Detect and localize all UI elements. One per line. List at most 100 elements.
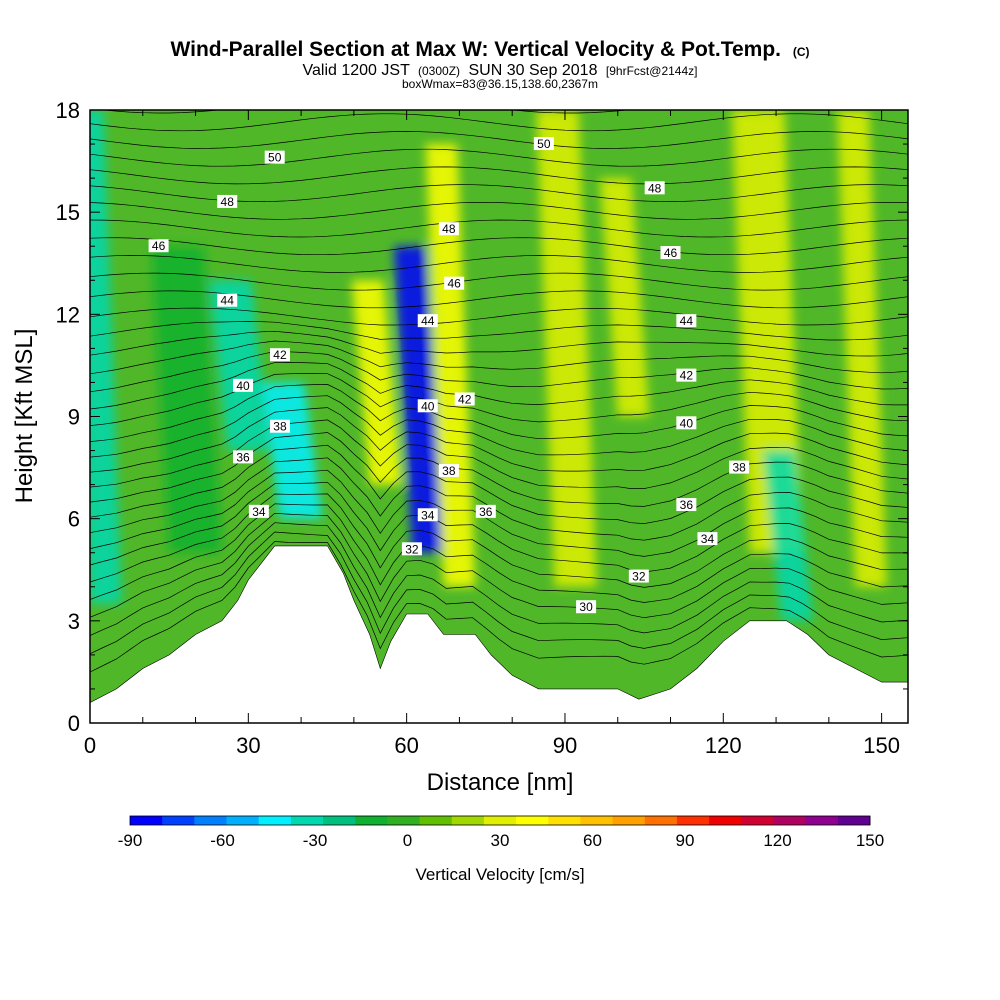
contour-label: 44 <box>676 314 697 328</box>
theta-contour-line <box>90 481 908 573</box>
theta-contour-line <box>90 131 908 149</box>
contour-label-text: 50 <box>268 151 282 165</box>
colorbar-frame <box>129 815 871 826</box>
colorbar-swatch <box>387 816 421 825</box>
colorbar-swatch <box>709 816 742 825</box>
velocity-band <box>837 110 887 587</box>
velocity-band <box>209 280 270 451</box>
contour-label-text: 34 <box>701 532 715 546</box>
contour-label: 42 <box>269 348 290 362</box>
colorbar-label: Vertical Velocity [cm/s] <box>415 865 584 884</box>
colorbar-tick-label: 30 <box>491 831 510 850</box>
colorbar-swatch <box>419 816 453 825</box>
contour-label: 40 <box>233 378 254 393</box>
contour-label: 34 <box>248 505 269 519</box>
x-tick-label: 30 <box>236 733 260 758</box>
y-tick-label: 9 <box>68 405 80 430</box>
contour-label-text: 38 <box>442 464 456 478</box>
plot-area: 50 48 46 44 42 40 38 36 34 48 46 44 42 40 38 36 34 32 50 48… <box>90 110 908 723</box>
theta-contour-line <box>90 321 908 341</box>
contour-label: 36 <box>233 450 254 464</box>
theta-contour-line <box>90 113 908 132</box>
contour-label: 36 <box>676 498 697 512</box>
contour-label-text: 36 <box>479 505 493 519</box>
contour-label-text: 42 <box>273 348 287 362</box>
contour-label: 32 <box>628 569 649 584</box>
contour-label: 30 <box>576 600 597 614</box>
contour-label-text: 50 <box>537 137 551 151</box>
colorbar-swatch <box>130 816 163 825</box>
y-tick-label: 15 <box>56 200 80 225</box>
theta-contour-line <box>90 457 908 541</box>
theta-contour-line <box>90 512 908 619</box>
contour-label: 34 <box>417 508 438 522</box>
x-tick-label: 0 <box>84 733 96 758</box>
theta-contour-line <box>90 351 908 393</box>
colorbar-tick-label: 0 <box>403 831 412 850</box>
velocity-band <box>731 110 803 553</box>
theta-contour-line <box>90 166 908 185</box>
contour-label: 46 <box>660 246 681 260</box>
contour-label: 40 <box>417 399 438 413</box>
contour-label: 50 <box>264 150 285 165</box>
title-mark: (C) <box>793 45 810 59</box>
colorbar-tick-label: -30 <box>303 831 328 850</box>
colorbar-swatch <box>837 816 871 825</box>
contour-label-text: 36 <box>680 498 694 512</box>
theta-contour-line <box>90 444 908 524</box>
theta-contour-line <box>90 503 908 603</box>
y-axis-label: Height [Kft MSL] <box>11 329 38 504</box>
contour-label: 48 <box>438 222 459 236</box>
contour-label-text: 32 <box>632 570 646 584</box>
contour-label: 48 <box>644 181 665 195</box>
contour-label: 32 <box>401 542 422 556</box>
colorbar-tick-label: 60 <box>583 831 602 850</box>
velocity-band <box>536 110 597 587</box>
velocity-band <box>425 144 476 587</box>
y-tick-label: 0 <box>68 711 80 736</box>
theta-contour-line <box>90 330 908 357</box>
theta-contour-line <box>90 531 908 655</box>
colorbar-tick-label: 90 <box>676 831 695 850</box>
contour-label-text: 40 <box>680 416 694 430</box>
colorbar-tick-label: 120 <box>763 831 791 850</box>
velocity-band <box>261 382 323 519</box>
y-tick-label: 6 <box>68 507 80 532</box>
colorbar-tick-label: -90 <box>118 831 143 850</box>
colorbar-swatch <box>162 816 195 825</box>
contour-label-text: 32 <box>405 542 419 556</box>
theta-contour-line <box>90 419 908 489</box>
velocity-band <box>599 178 650 417</box>
contour-label: 42 <box>676 368 697 383</box>
theta-contour-line <box>90 373 908 426</box>
contour-label: 38 <box>729 460 750 475</box>
contour-label: 50 <box>533 137 554 151</box>
contour-label: 34 <box>697 532 718 546</box>
y-tick-label: 3 <box>68 609 80 634</box>
contour-label: 46 <box>148 239 169 253</box>
theta-contour-line <box>90 255 908 273</box>
colorbar-swatch <box>194 816 228 825</box>
contour-label-text: 42 <box>680 369 694 383</box>
contour-label-text: 40 <box>236 379 250 393</box>
chart-title: Wind-Parallel Section at Max W: Vertical… <box>170 38 809 61</box>
theta-contour-line <box>90 407 908 473</box>
contour-label-text: 36 <box>236 450 250 464</box>
theta-contour-line <box>90 201 908 220</box>
theta-contour-line <box>90 340 908 375</box>
velocity-band <box>351 280 402 485</box>
colorbar: -90 -60 -30 0 30 60 90 120 150 <box>118 815 884 850</box>
theta-contour-line <box>90 541 908 673</box>
x-axis-ticks: 0 30 60 90 120 150 <box>84 110 900 758</box>
contour-label-text: 46 <box>152 239 166 253</box>
contour-label: 46 <box>444 276 465 291</box>
theta-contour-line <box>90 272 908 291</box>
contour-label-text: 44 <box>221 294 235 308</box>
theta-contour-line <box>90 148 908 167</box>
theta-contour-line <box>90 395 908 458</box>
x-tick-label: 60 <box>394 733 418 758</box>
contour-label: 38 <box>438 463 459 478</box>
colorbar-swatch <box>644 816 678 825</box>
